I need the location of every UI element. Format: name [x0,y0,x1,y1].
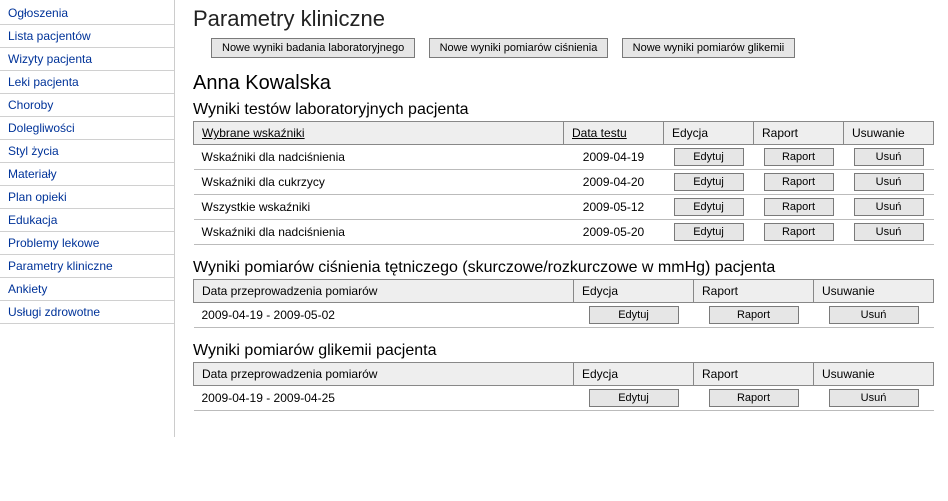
delete-button[interactable]: Usuń [854,148,924,166]
delete-button[interactable]: Usuń [829,306,919,324]
edit-button[interactable]: Edytuj [589,389,679,407]
report-button[interactable]: Raport [764,223,834,241]
lab-row: Wskaźniki dla nadciśnienia2009-04-19 Edyt… [194,145,934,170]
report-button[interactable]: Raport [764,198,834,216]
lab-row-name: Wszystkie wskaźniki [194,195,564,220]
sidebar-item-13[interactable]: Usługi zdrowotne [0,301,174,324]
lab-row-name: Wskaźniki dla nadciśnienia [194,145,564,170]
glyc-row: 2009-04-19 - 2009-04-25 Edytuj Raport Usuń [194,386,934,411]
page-title: Parametry kliniczne [193,6,934,32]
bp-col-date: Data przeprowadzenia pomiarów [194,280,574,303]
lab-col-delete: Usuwanie [844,122,934,145]
edit-button[interactable]: Edytuj [674,148,744,166]
report-button[interactable]: Raport [764,148,834,166]
glyc-col-delete: Usuwanie [814,363,934,386]
lab-col-indicators[interactable]: Wybrane wskaźniki [194,122,564,145]
lab-row: Wszystkie wskaźniki2009-05-12 Edytuj Rapor… [194,195,934,220]
report-button[interactable]: Raport [764,173,834,191]
lab-row: Wskaźniki dla cukrzycy2009-04-20 Edytuj Ra… [194,170,934,195]
sidebar: OgłoszeniaLista pacjentówWizyty pacjenta… [0,0,175,437]
lab-col-report: Raport [754,122,844,145]
bp-col-edit: Edycja [574,280,694,303]
delete-button[interactable]: Usuń [829,389,919,407]
sidebar-item-3[interactable]: Leki pacjenta [0,71,174,94]
toolbar: Nowe wyniki badania laboratoryjnego Nowe… [211,38,934,58]
edit-button[interactable]: Edytuj [674,198,744,216]
sidebar-item-2[interactable]: Wizyty pacjenta [0,48,174,71]
bp-col-delete: Usuwanie [814,280,934,303]
lab-col-edit: Edycja [664,122,754,145]
bp-row-range: 2009-04-19 - 2009-05-02 [194,303,574,328]
bp-table: Data przeprowadzenia pomiarów Edycja Rap… [193,279,934,328]
sidebar-item-11[interactable]: Parametry kliniczne [0,255,174,278]
sidebar-item-0[interactable]: Ogłoszenia [0,2,174,25]
sidebar-item-8[interactable]: Plan opieki [0,186,174,209]
main-content: Parametry kliniczne Nowe wyniki badania … [175,0,948,437]
glyc-col-report: Raport [694,363,814,386]
delete-button[interactable]: Usuń [854,198,924,216]
bp-row: 2009-04-19 - 2009-05-02 Edytuj Raport Usuń [194,303,934,328]
glyc-col-date: Data przeprowadzenia pomiarów [194,363,574,386]
lab-row-date: 2009-04-20 [564,170,664,195]
new-lab-button[interactable]: Nowe wyniki badania laboratoryjnego [211,38,415,58]
lab-table: Wybrane wskaźniki Data testu Edycja Rapo… [193,121,934,245]
sidebar-item-12[interactable]: Ankiety [0,278,174,301]
lab-row: Wskaźniki dla nadciśnienia2009-05-20 Edyt… [194,220,934,245]
sidebar-item-4[interactable]: Choroby [0,94,174,117]
glyc-col-edit: Edycja [574,363,694,386]
lab-row-date: 2009-05-20 [564,220,664,245]
sidebar-item-6[interactable]: Styl życia [0,140,174,163]
lab-row-date: 2009-05-12 [564,195,664,220]
bp-col-report: Raport [694,280,814,303]
patient-name: Anna Kowalska [193,72,934,95]
glyc-table: Data przeprowadzenia pomiarów Edycja Rap… [193,362,934,411]
delete-button[interactable]: Usuń [854,173,924,191]
report-button[interactable]: Raport [709,389,799,407]
glyc-row-range: 2009-04-19 - 2009-04-25 [194,386,574,411]
edit-button[interactable]: Edytuj [674,173,744,191]
edit-button[interactable]: Edytuj [674,223,744,241]
new-glycemia-button[interactable]: Nowe wyniki pomiarów glikemii [622,38,796,58]
lab-col-date[interactable]: Data testu [564,122,664,145]
bp-section-title: Wyniki pomiarów ciśnienia tętniczego (sk… [193,259,934,277]
glyc-section-title: Wyniki pomiarów glikemii pacjenta [193,342,934,360]
lab-row-date: 2009-04-19 [564,145,664,170]
sidebar-item-7[interactable]: Materiały [0,163,174,186]
lab-row-name: Wskaźniki dla cukrzycy [194,170,564,195]
sidebar-item-10[interactable]: Problemy lekowe [0,232,174,255]
lab-row-name: Wskaźniki dla nadciśnienia [194,220,564,245]
sidebar-item-1[interactable]: Lista pacjentów [0,25,174,48]
lab-section-title: Wyniki testów laboratoryjnych pacjenta [193,101,934,119]
report-button[interactable]: Raport [709,306,799,324]
sidebar-item-9[interactable]: Edukacja [0,209,174,232]
sidebar-item-5[interactable]: Dolegliwości [0,117,174,140]
delete-button[interactable]: Usuń [854,223,924,241]
new-bp-button[interactable]: Nowe wyniki pomiarów ciśnienia [429,38,609,58]
edit-button[interactable]: Edytuj [589,306,679,324]
